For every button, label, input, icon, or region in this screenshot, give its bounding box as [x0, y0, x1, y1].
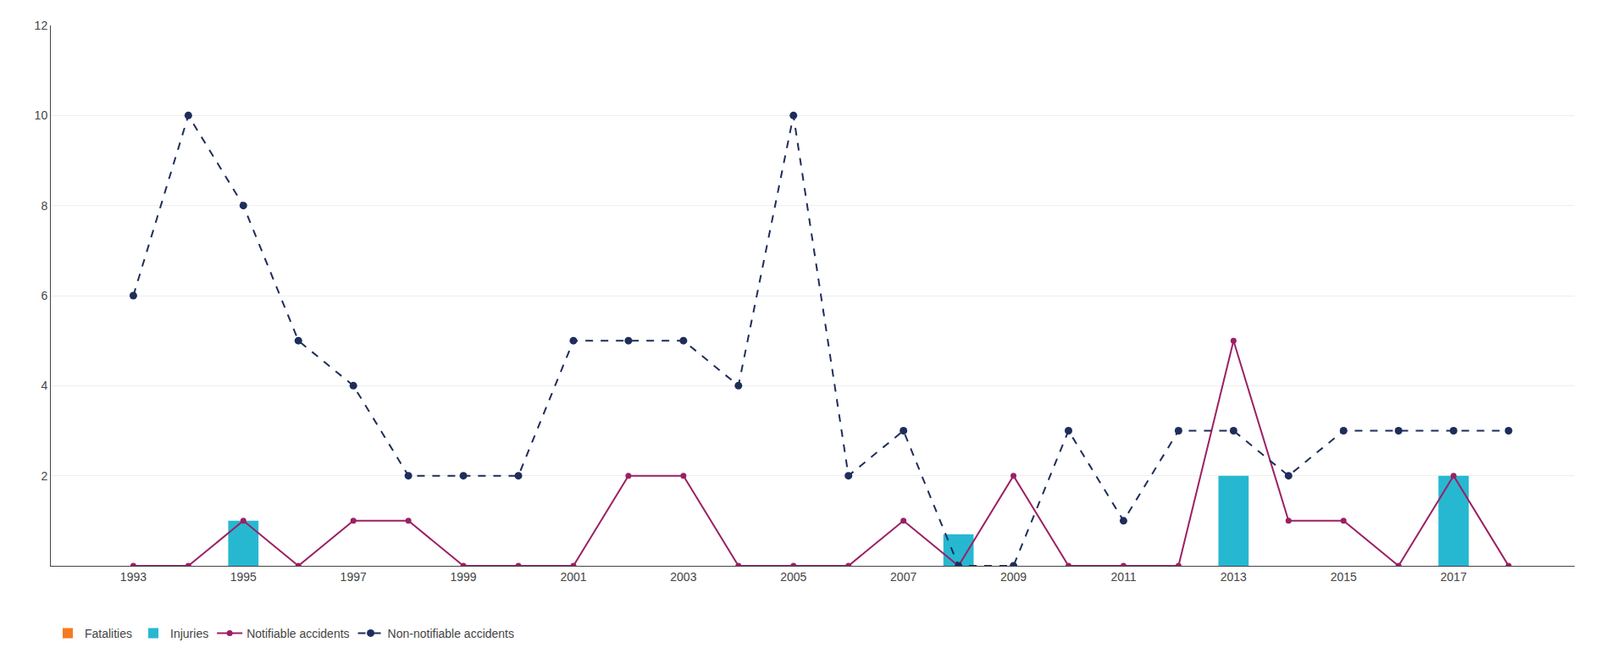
svg-text:1993: 1993	[120, 570, 147, 584]
svg-text:4: 4	[40, 378, 48, 393]
svg-text:2011: 2011	[1110, 570, 1136, 584]
svg-text:2017: 2017	[1440, 570, 1468, 584]
svg-text:1995: 1995	[230, 570, 257, 584]
svg-text:8: 8	[40, 199, 48, 213]
svg-text:2015: 2015	[1330, 570, 1357, 584]
svg-text:Fatalities: Fatalities	[84, 626, 133, 641]
svg-text:12: 12	[34, 18, 49, 33]
svg-text:10: 10	[34, 108, 49, 122]
svg-text:Notifiable accidents: Notifiable accidents	[246, 626, 349, 641]
svg-text:2013: 2013	[1220, 570, 1247, 584]
svg-text:1999: 1999	[450, 570, 477, 584]
svg-text:Injuries: Injuries	[170, 626, 209, 641]
svg-text:2009: 2009	[1000, 570, 1027, 584]
svg-text:6: 6	[40, 288, 48, 303]
svg-text:2003: 2003	[669, 570, 697, 584]
svg-text:2: 2	[40, 469, 48, 483]
svg-text:1997: 1997	[340, 570, 367, 584]
svg-text:2001: 2001	[559, 570, 587, 584]
svg-text:2005: 2005	[780, 570, 807, 584]
svg-text:2007: 2007	[890, 570, 917, 584]
svg-text:Non-notifiable accidents: Non-notifiable accidents	[387, 626, 515, 641]
